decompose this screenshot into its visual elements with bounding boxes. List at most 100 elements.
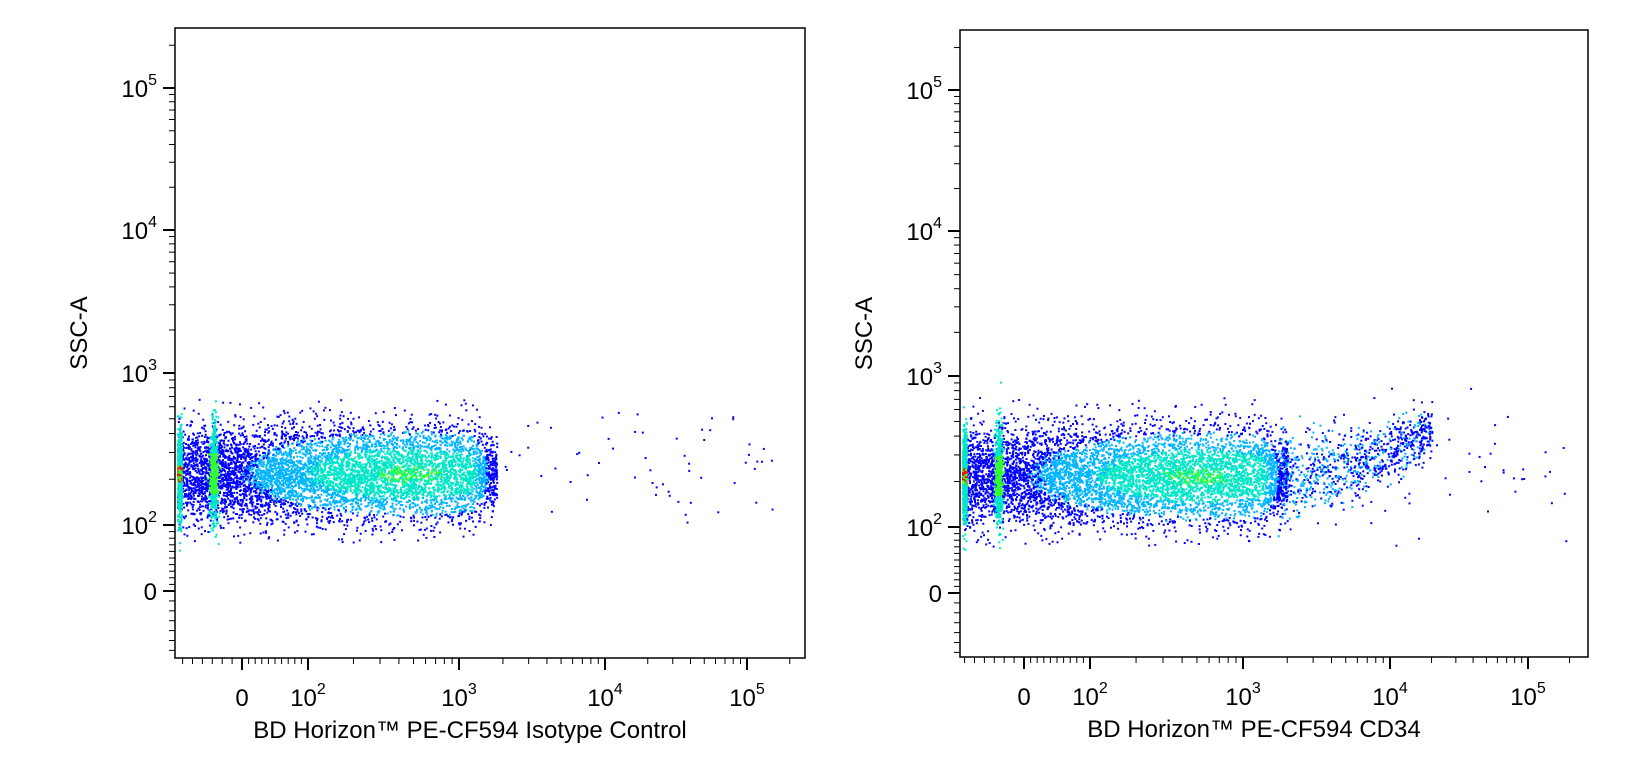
data-point [204,457,207,460]
data-point [232,501,235,504]
data-point [292,420,295,423]
data-point [235,469,238,472]
data-point [333,456,336,458]
data-point [317,441,320,444]
data-point [486,462,489,465]
data-point [321,449,324,452]
data-point [375,528,378,531]
data-point [419,490,422,493]
data-point [407,499,410,502]
data-point [267,502,270,505]
data-point [281,488,284,490]
data-point [401,470,404,473]
data-point [344,454,347,457]
data-point [261,474,264,477]
data-point [236,520,239,523]
data-point [494,462,497,465]
data-point [358,416,360,419]
data-point [463,474,466,477]
data-point [238,493,241,496]
data-point [434,476,437,479]
data-point [218,486,221,489]
data-point [406,442,409,445]
data-point [230,450,232,453]
data-point [452,516,455,519]
data-point [441,473,443,476]
data-point [366,437,369,440]
data-point [444,433,447,436]
data-point [458,510,461,512]
data-point [457,483,460,486]
data-point [304,475,307,478]
data-point [485,478,488,481]
data-point [461,476,464,479]
data-point [405,446,408,449]
data-point [204,504,207,507]
data-point [321,527,324,530]
data-point [183,484,186,487]
data-point [430,525,433,527]
data-point [373,493,376,496]
data-point [465,409,468,412]
data-point [360,503,363,506]
data-point [464,402,467,405]
data-point [206,460,209,462]
data-point [301,435,304,438]
data-point [259,489,262,492]
data-point [217,507,220,509]
data-point [278,462,281,465]
data-point [292,465,295,468]
data-point [442,437,445,440]
data-point [388,458,391,461]
data-point [342,415,345,418]
data-point [434,507,437,510]
data-point [257,450,260,453]
data-point [258,462,261,464]
data-point [200,457,203,460]
data-point [289,438,292,441]
data-point [308,496,311,499]
data-point [295,513,298,516]
data-point [254,481,257,484]
data-point [399,507,401,510]
data-point [314,474,317,477]
data-point [287,440,290,443]
data-point [311,501,314,503]
data-point [243,533,246,536]
data-point [369,490,372,493]
data-point [260,460,263,463]
data-point [443,467,446,470]
data-point [432,463,435,466]
data-point [337,495,340,497]
data-point [338,520,341,523]
data-point [215,509,218,512]
data-point [303,440,306,443]
data-point [201,500,204,503]
data-point [264,476,267,479]
data-point [310,499,313,502]
data-point [471,493,474,496]
data-point [186,424,189,427]
data-point [467,492,470,494]
data-point [257,457,260,460]
data-point [309,439,312,442]
data-point [380,450,383,453]
data-point [234,471,237,474]
data-point [359,478,362,481]
data-point [394,437,397,439]
data-point [469,484,472,487]
data-point [314,476,317,479]
data-point [414,454,417,457]
data-point [344,528,347,531]
data-point [441,429,444,432]
data-point [452,453,455,455]
data-point [375,499,378,502]
data-point [197,520,200,523]
data-point [364,470,367,473]
data-point [410,489,413,492]
data-point [435,498,438,501]
data-point [256,459,259,462]
data-point [344,481,347,484]
data-point [414,479,417,482]
data-point [390,469,393,472]
